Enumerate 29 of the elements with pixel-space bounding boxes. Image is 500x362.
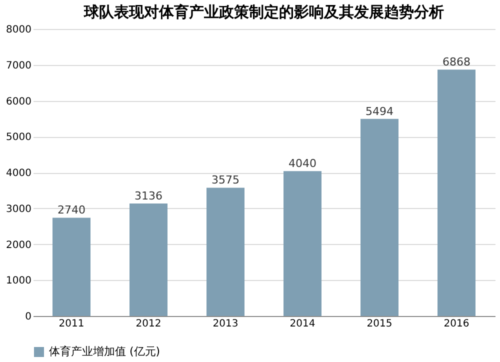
y-tick-label: 3000 bbox=[6, 204, 32, 215]
y-tick-label: 7000 bbox=[6, 60, 32, 72]
bar bbox=[360, 118, 398, 316]
bar bbox=[52, 218, 90, 316]
data-label: 5494 bbox=[366, 104, 394, 118]
y-tick-label: 2000 bbox=[6, 240, 32, 251]
data-label: 3575 bbox=[212, 174, 240, 187]
bar bbox=[130, 203, 168, 316]
x-tick-label: 2016 bbox=[444, 318, 470, 330]
data-label: 6868 bbox=[442, 56, 470, 69]
y-tick-label: 8000 bbox=[6, 24, 32, 36]
x-tick-label: 2013 bbox=[212, 318, 238, 330]
x-tick-label: 2015 bbox=[366, 318, 392, 330]
y-tick-label: 5000 bbox=[6, 132, 32, 144]
x-tick-label: 2012 bbox=[136, 318, 162, 330]
bar bbox=[206, 188, 244, 316]
y-tick-label: 6000 bbox=[6, 96, 32, 108]
x-tick-label: 2014 bbox=[290, 318, 316, 330]
x-tick-label: 2011 bbox=[58, 318, 84, 330]
y-tick-label: 0 bbox=[25, 312, 32, 322]
legend-label: 体育产业增加值 (亿元) bbox=[49, 345, 160, 358]
y-tick-label: 4000 bbox=[6, 168, 32, 179]
bar bbox=[284, 171, 322, 316]
data-label: 4040 bbox=[288, 157, 316, 170]
bar bbox=[438, 70, 476, 316]
y-tick-label: 1000 bbox=[6, 276, 32, 287]
data-label: 2740 bbox=[58, 204, 86, 217]
chart-title: 球队表现对体育产业政策制定的影响及其发展趋势分析 bbox=[83, 3, 444, 21]
data-label: 3136 bbox=[134, 189, 162, 202]
